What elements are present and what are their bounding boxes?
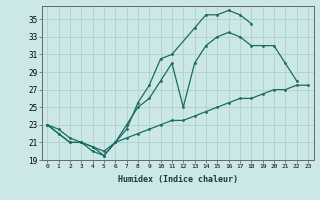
- X-axis label: Humidex (Indice chaleur): Humidex (Indice chaleur): [118, 175, 237, 184]
